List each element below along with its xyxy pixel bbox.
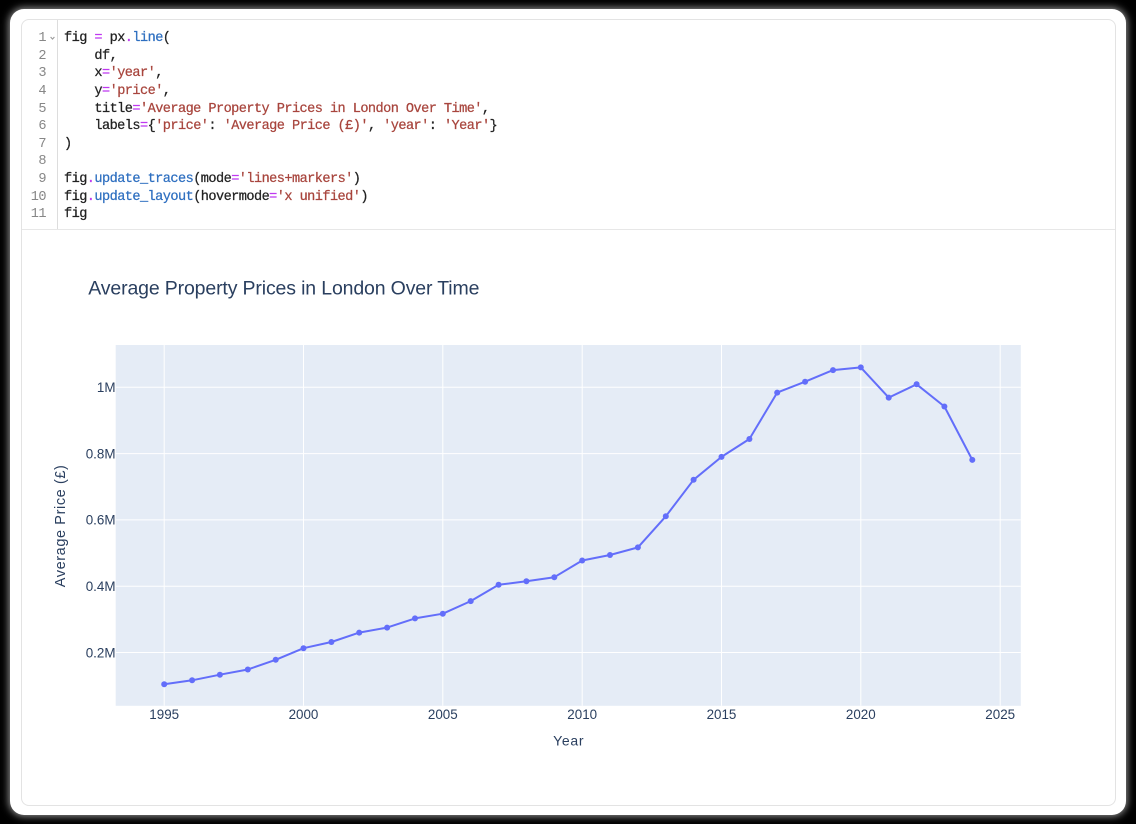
svg-text:2015: 2015 bbox=[707, 707, 737, 722]
svg-text:2005: 2005 bbox=[428, 707, 458, 722]
svg-text:Year: Year bbox=[553, 733, 584, 749]
svg-text:0.6M: 0.6M bbox=[86, 513, 116, 528]
svg-text:2000: 2000 bbox=[289, 707, 319, 722]
svg-text:Average Property Prices in Lon: Average Property Prices in London Over T… bbox=[88, 278, 479, 300]
svg-text:2010: 2010 bbox=[567, 707, 597, 722]
svg-text:1995: 1995 bbox=[149, 707, 179, 722]
svg-text:2020: 2020 bbox=[846, 707, 876, 722]
svg-text:1M: 1M bbox=[97, 380, 116, 395]
svg-text:2025: 2025 bbox=[985, 707, 1015, 722]
svg-text:0.4M: 0.4M bbox=[86, 579, 116, 594]
svg-text:Average Price (£): Average Price (£) bbox=[53, 465, 69, 588]
svg-text:0.2M: 0.2M bbox=[86, 645, 116, 660]
svg-text:0.8M: 0.8M bbox=[86, 446, 116, 461]
